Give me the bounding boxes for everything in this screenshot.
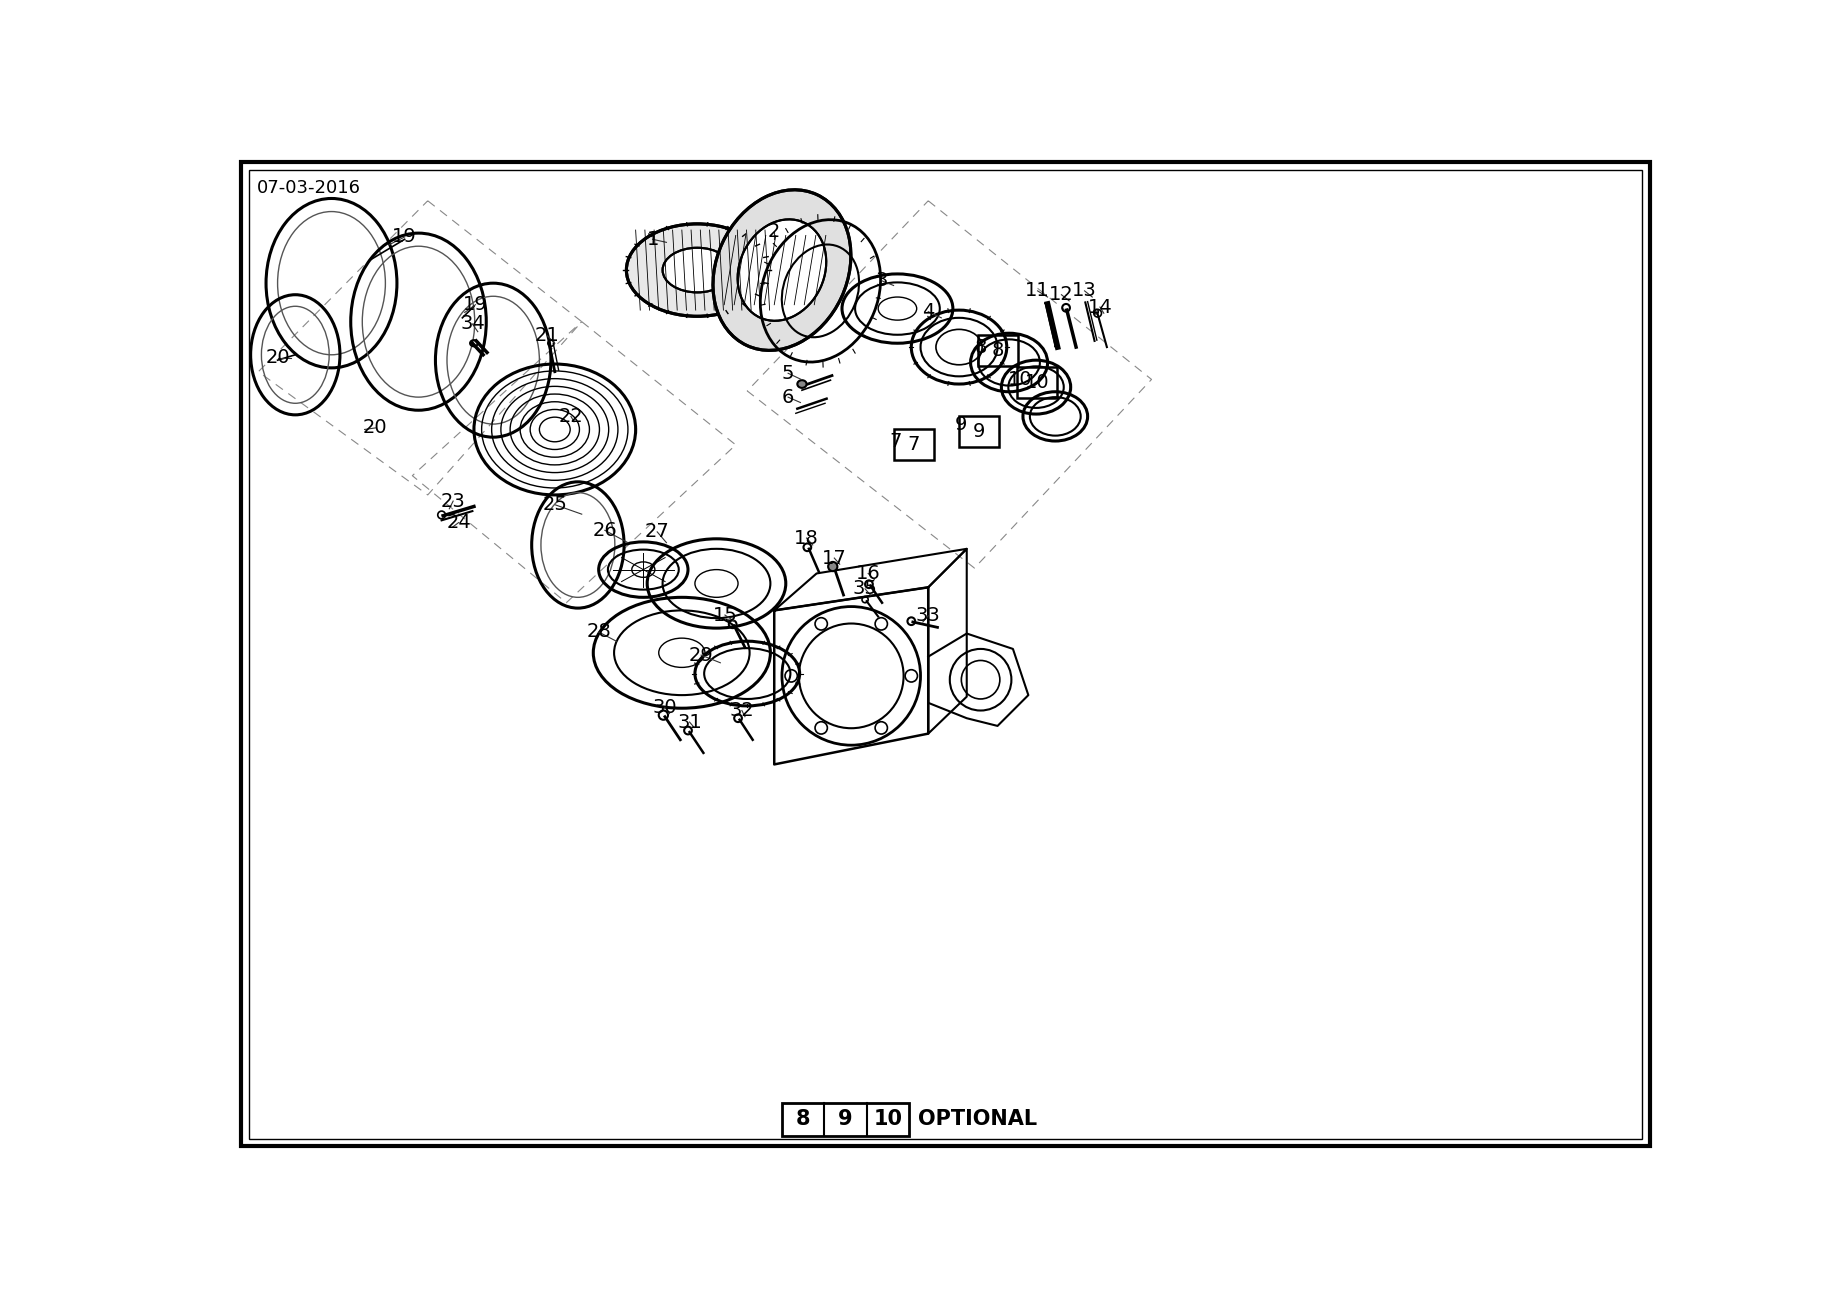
Text: 18: 18 xyxy=(793,528,819,548)
Text: 10: 10 xyxy=(1007,369,1031,389)
Text: 8: 8 xyxy=(795,1110,810,1129)
Ellipse shape xyxy=(712,190,851,350)
Text: 16: 16 xyxy=(856,563,880,583)
Text: 10: 10 xyxy=(873,1110,902,1129)
Text: 17: 17 xyxy=(821,549,847,567)
Text: 15: 15 xyxy=(712,605,738,624)
Text: 9: 9 xyxy=(838,1110,852,1129)
Text: 29: 29 xyxy=(688,645,714,665)
Text: 07-03-2016: 07-03-2016 xyxy=(256,180,362,198)
Text: 34: 34 xyxy=(459,315,485,333)
Text: 25: 25 xyxy=(542,496,568,514)
Ellipse shape xyxy=(828,562,838,571)
Text: 7: 7 xyxy=(908,436,921,454)
Text: 1: 1 xyxy=(646,230,659,248)
Bar xyxy=(1017,367,1057,398)
Text: 14: 14 xyxy=(1087,298,1113,316)
Bar xyxy=(893,429,934,461)
Text: 8: 8 xyxy=(974,337,987,356)
Ellipse shape xyxy=(662,247,732,293)
Text: 5: 5 xyxy=(782,364,795,382)
Text: 19: 19 xyxy=(463,295,487,315)
Text: 23: 23 xyxy=(441,492,465,510)
Text: 12: 12 xyxy=(1050,285,1074,304)
Bar xyxy=(959,416,1000,448)
Text: 21: 21 xyxy=(535,327,559,345)
Text: 32: 32 xyxy=(729,701,755,719)
Text: 4: 4 xyxy=(922,302,934,321)
Ellipse shape xyxy=(627,224,768,316)
Bar xyxy=(782,1103,910,1136)
Text: 20: 20 xyxy=(266,349,290,367)
Text: 19: 19 xyxy=(393,228,417,246)
Text: 9: 9 xyxy=(972,423,985,441)
Text: 20: 20 xyxy=(363,419,387,437)
Text: 26: 26 xyxy=(592,520,618,540)
Text: 35: 35 xyxy=(852,579,878,598)
Text: 22: 22 xyxy=(559,407,583,425)
Text: 3: 3 xyxy=(876,272,887,290)
Text: 28: 28 xyxy=(587,622,611,641)
Text: 30: 30 xyxy=(653,697,677,717)
Text: 24: 24 xyxy=(446,513,470,532)
Text: 13: 13 xyxy=(1072,281,1098,301)
Text: 6: 6 xyxy=(782,388,795,407)
Text: OPTIONAL: OPTIONAL xyxy=(919,1110,1037,1129)
Text: 31: 31 xyxy=(677,713,701,731)
Ellipse shape xyxy=(738,220,827,321)
Text: 11: 11 xyxy=(1026,281,1050,301)
Text: 27: 27 xyxy=(644,523,670,541)
Text: 8: 8 xyxy=(993,341,1004,359)
Text: 7: 7 xyxy=(889,432,902,450)
Text: 33: 33 xyxy=(915,606,941,626)
Text: 2: 2 xyxy=(768,222,780,241)
Bar xyxy=(978,334,1018,366)
Text: 9: 9 xyxy=(956,415,967,433)
Ellipse shape xyxy=(797,380,806,388)
Text: 10: 10 xyxy=(1024,373,1050,392)
